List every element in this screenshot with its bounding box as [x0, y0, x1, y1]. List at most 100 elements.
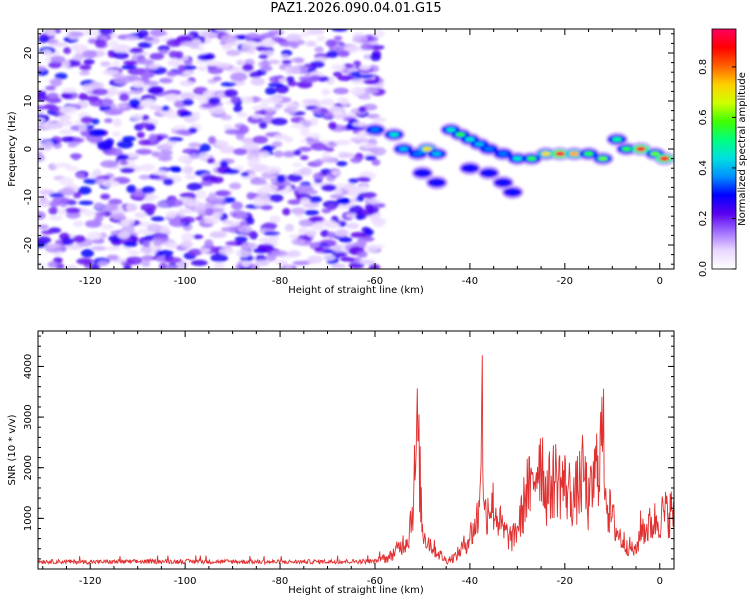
noise-blob	[58, 114, 72, 121]
noise-blob	[104, 109, 123, 116]
noise-blob	[314, 221, 323, 230]
noise-blob	[189, 153, 200, 160]
noise-blob	[117, 230, 131, 240]
noise-blob	[192, 234, 204, 240]
noise-blob	[106, 254, 119, 261]
noise-blob	[237, 225, 253, 234]
noise-blob	[366, 198, 382, 204]
signal-peak	[412, 151, 423, 157]
noise-blob	[104, 118, 113, 124]
noise-blob	[131, 113, 143, 121]
hm-y-tick-label: -20	[23, 237, 34, 253]
noise-blob	[121, 136, 136, 142]
noise-blob	[94, 215, 104, 222]
noise-blob	[339, 236, 353, 243]
noise-blob	[83, 178, 100, 185]
noise-blob	[56, 119, 73, 127]
noise-blob	[258, 54, 269, 59]
noise-blob	[338, 197, 351, 205]
noise-blob	[350, 86, 366, 96]
noise-blob	[370, 53, 381, 62]
noise-blob	[262, 222, 278, 229]
noise-blob	[166, 199, 184, 207]
noise-blob	[101, 97, 113, 107]
noise-blob	[54, 72, 68, 80]
noise-blob	[242, 63, 254, 72]
signal-peak	[398, 146, 409, 152]
noise-blob	[240, 96, 254, 104]
colorbar-gradient	[711, 28, 737, 270]
noise-blob	[156, 249, 174, 256]
noise-blob	[135, 148, 153, 155]
noise-blob	[283, 265, 294, 269]
noise-blob	[360, 192, 377, 199]
noise-blob	[179, 92, 196, 101]
signal-peak	[540, 151, 551, 157]
noise-blob	[117, 103, 128, 109]
noise-blob	[165, 210, 177, 219]
noise-blob	[123, 241, 138, 248]
snr-x-axis-label: Height of straight line (km)	[288, 585, 424, 596]
noise-blob	[305, 40, 317, 47]
noise-blob	[285, 106, 297, 115]
noise-blob	[358, 94, 372, 100]
noise-blob	[179, 208, 192, 214]
hm-x-tick-label: 0	[657, 276, 663, 287]
noise-blob	[139, 163, 156, 172]
noise-blob	[141, 186, 155, 194]
noise-blob	[300, 155, 309, 161]
noise-blob	[331, 170, 341, 176]
noise-blob	[293, 57, 305, 64]
signal-peak	[569, 151, 580, 157]
noise-blob	[166, 265, 179, 269]
noise-blob	[92, 88, 109, 96]
noise-blob	[295, 184, 314, 193]
noise-blob	[164, 93, 180, 102]
noise-blob	[352, 121, 367, 127]
noise-blob	[284, 136, 294, 143]
noise-blob	[204, 239, 214, 248]
noise-blob	[143, 196, 154, 202]
noise-blob	[166, 70, 178, 77]
noise-blob	[91, 118, 100, 125]
noise-blob	[253, 198, 263, 207]
noise-blob	[92, 168, 102, 176]
snr-x-tick-label: -20	[557, 576, 573, 587]
hm-x-tick-label: -80	[272, 276, 288, 287]
noise-blob	[42, 49, 52, 57]
noise-blob	[337, 97, 348, 103]
noise-blob	[71, 153, 80, 161]
signal-peak	[422, 146, 433, 152]
noise-blob	[136, 131, 145, 139]
noise-blob	[166, 241, 178, 249]
noise-blob	[263, 231, 280, 236]
noise-blob	[65, 207, 81, 214]
noise-blob	[270, 117, 288, 126]
noise-blob	[132, 79, 145, 89]
noise-blob	[181, 232, 194, 242]
noise-blob	[221, 34, 237, 43]
noise-blob	[182, 98, 194, 106]
noise-blob	[209, 231, 227, 239]
noise-blob	[299, 167, 313, 176]
noise-blob	[188, 248, 203, 256]
noise-blob	[300, 31, 312, 37]
noise-blob	[48, 215, 63, 221]
noise-blob	[320, 156, 336, 163]
noise-blob	[260, 98, 269, 107]
noise-blob	[247, 157, 261, 166]
noise-blob	[319, 100, 336, 106]
noise-blob	[116, 140, 134, 149]
colorbar-tick-label: 0.4	[698, 160, 709, 176]
noise-blob	[333, 35, 343, 41]
noise-blob	[109, 39, 119, 49]
noise-blob	[66, 264, 78, 269]
noise-blob	[357, 250, 368, 258]
noise-blob	[179, 216, 195, 224]
noise-blob	[328, 121, 337, 130]
noise-blob	[112, 60, 121, 69]
noise-blob	[50, 55, 66, 64]
noise-blob	[48, 105, 60, 112]
signal-peak	[498, 151, 509, 157]
